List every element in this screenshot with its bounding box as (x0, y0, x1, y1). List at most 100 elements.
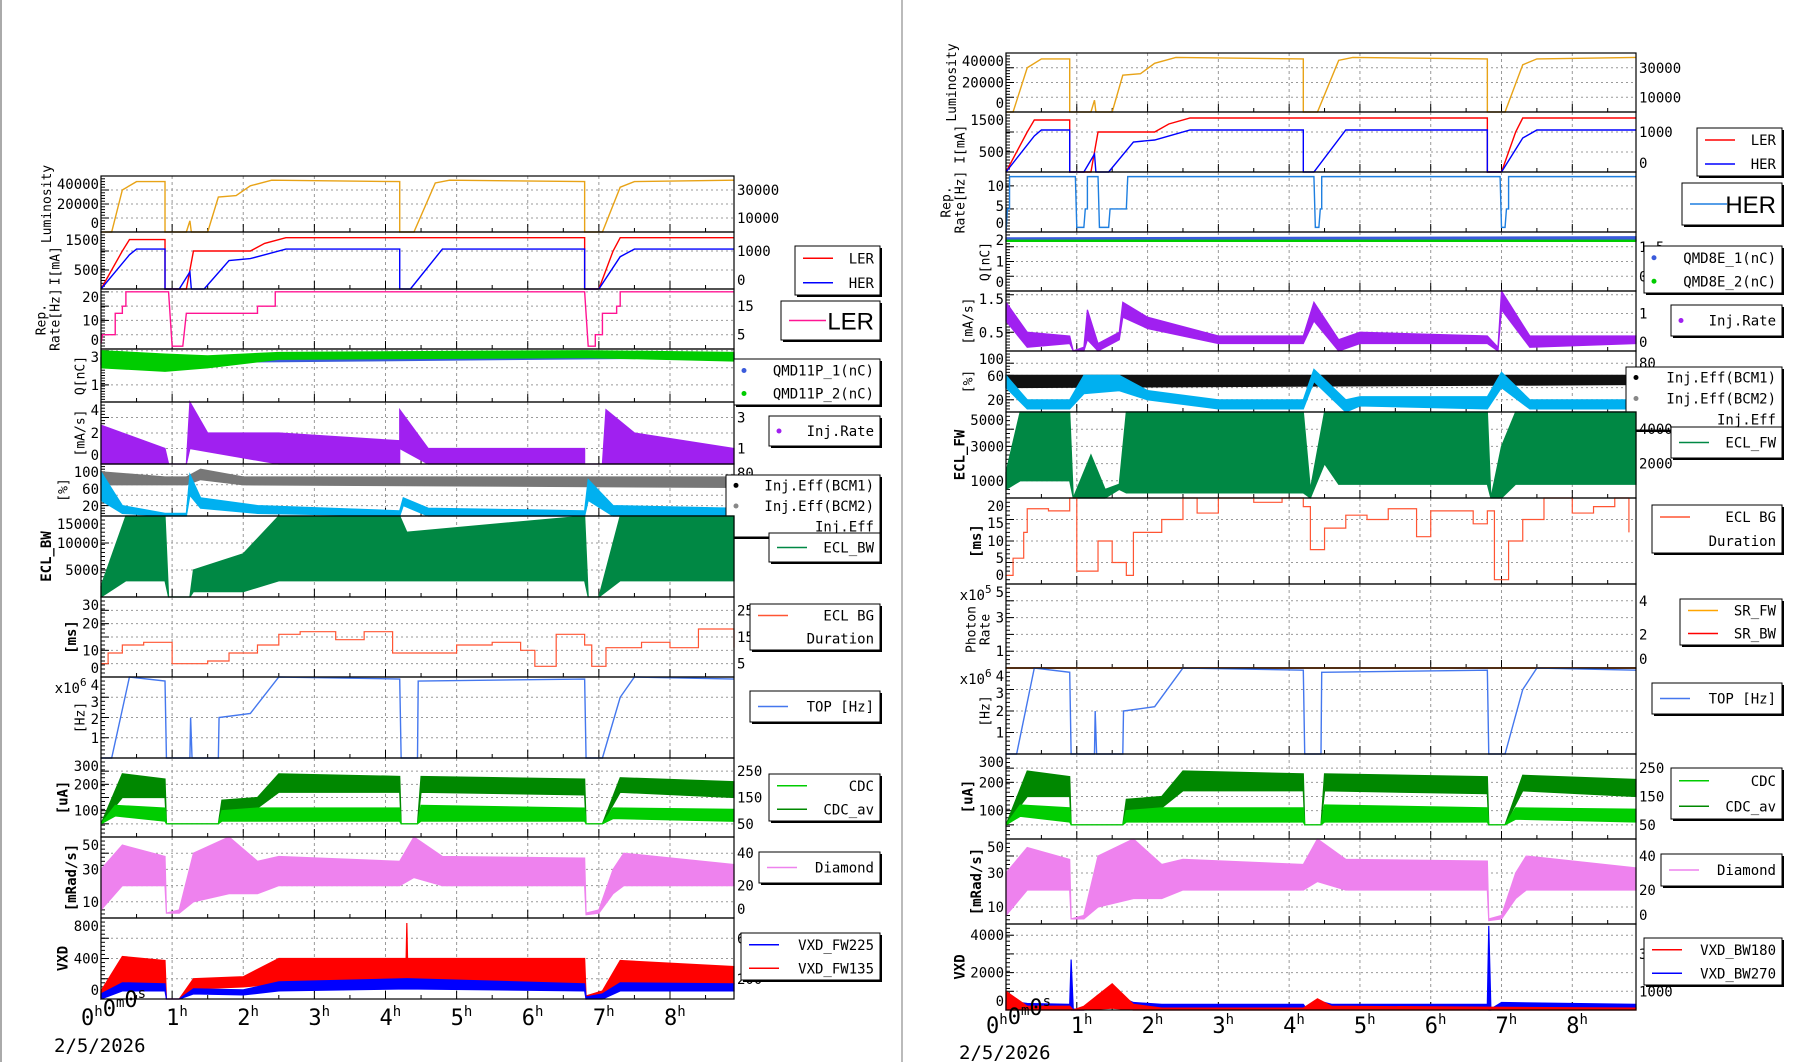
legend-dot-marker (1651, 278, 1657, 284)
y-tick-label: 3 (91, 695, 99, 711)
y-tick-label: 30 (987, 866, 1004, 882)
y-axis-label-line: [uA] (961, 780, 977, 814)
legend-label: Diamond (815, 861, 874, 877)
legend-box (749, 603, 881, 651)
panel: 21.510.50Q[nC]QMD8E_1(nC)QMD8E_2(nC) (979, 231, 1784, 295)
legend: HER (1681, 182, 1784, 227)
y-axis-label-line: [mRad/s] (969, 848, 985, 915)
date-label: 2/5/2026 (54, 1035, 146, 1057)
y-tick-label: 30 (82, 862, 99, 878)
y-axis-label-line: [uA] (56, 781, 72, 815)
y-tick-label: 200 (74, 777, 99, 793)
y-tick-label: 500 (979, 145, 1004, 161)
y-axis-label-line: [Hz] (74, 702, 89, 733)
legend-label: LER (827, 309, 874, 336)
y-axis-label: [Hz] (979, 695, 994, 726)
time-unit: s (1043, 994, 1051, 1010)
legend-label: CDC_av (1725, 799, 1776, 815)
y-axis-label-line: [ms] (969, 524, 985, 558)
y-tick-label: 20000 (962, 76, 1004, 92)
legend-label: QMD8E_1(nC) (1683, 251, 1776, 267)
y-axis-label-line: Q[nC] (74, 356, 89, 395)
y-tick-label: 0 (1639, 335, 1647, 351)
panel: 1.5 1 0.5 0 [mA/s] Inj.Rate (962, 289, 1784, 353)
y-tick-label: 20 (82, 499, 99, 515)
legend-box (740, 932, 881, 981)
x-tick-label: 1h (166, 1004, 188, 1031)
y-tick-label: 20 (987, 393, 1004, 409)
y-tick-label: 0.5 (979, 325, 1004, 341)
legend-label: CDC (849, 779, 874, 795)
legend-label: CDC (1751, 774, 1776, 790)
time-value: 7 (1496, 1014, 1509, 1039)
x-tick-label: 6h (522, 1004, 544, 1031)
legend-label: HER (1725, 192, 1776, 219)
panel: 20 15 10 5 0 Rep.Rate[Hz] LER (34, 288, 882, 351)
time-value: 0 (986, 1014, 999, 1039)
y-axis-label-line: [mRad/s] (64, 844, 80, 911)
legend: ECL_FW (1670, 426, 1784, 460)
legend-box (1670, 767, 1783, 820)
y-tick-label: 100 (979, 352, 1004, 368)
y-axis-label-line: [mA/s] (962, 298, 977, 345)
series-ler-line (1005, 117, 1636, 173)
series-her-line (1005, 129, 1636, 173)
y-tick-label: 3 (996, 611, 1004, 627)
x-tick-label: 3h (1212, 1012, 1234, 1039)
y-tick-label: 0 (996, 96, 1004, 112)
time-value: 2 (237, 1006, 250, 1031)
legend-box (1670, 304, 1783, 337)
y-axis-label-line: [ms] (64, 620, 80, 654)
x-tick-label: 0h0m0s (81, 986, 146, 1031)
y-tick-label: 5 (996, 585, 1004, 601)
y-axis-label: [mRad/s] (969, 848, 985, 915)
y-tick-label: 5 (737, 328, 745, 344)
panel: 300 250 200 150 100 50 [uA] CDC CDC_av (56, 757, 882, 838)
y-axis-label-line: Luminosity (40, 165, 55, 243)
series-top-hz--line (101, 676, 735, 759)
legend-label: TOP [Hz] (1709, 692, 1776, 708)
series-qmd8e-2-nc--band (1005, 239, 1637, 243)
y-axis-label-line: Luminosity (945, 43, 960, 121)
y-axis-label: [uA] (56, 781, 72, 815)
y-axis-label-line: Photon (965, 606, 980, 653)
legend-box (1643, 937, 1783, 986)
y-tick-label: 300 (74, 759, 99, 775)
time-value: 4 (379, 1006, 392, 1031)
y-tick-label: 0 (737, 273, 745, 289)
legend: QMD11P_1(nC) QMD11P_2(nC) (733, 358, 882, 407)
legend-label: Inj.Eff (1717, 413, 1776, 429)
legend-dot-marker (1678, 318, 1684, 323)
y-axis-label: I[mA] (953, 125, 968, 164)
y-axis-label: Q[nC] (979, 242, 994, 281)
y-tick-label: 100 (74, 804, 99, 820)
legend: ECL BG Duration (1651, 504, 1784, 555)
legend: TOP [Hz] (1651, 682, 1784, 716)
y-tick-label: 2 (1639, 627, 1647, 643)
y-tick-label: 30 (82, 598, 99, 614)
time-value: 1 (166, 1006, 179, 1031)
y-axis-label: Luminosity (945, 43, 960, 121)
legend-label: LER (1751, 133, 1777, 149)
y-tick-label: 50 (1639, 818, 1656, 834)
time-unit: h (1296, 1012, 1304, 1028)
x-tick-label: 8h (664, 1004, 686, 1031)
y-tick-label: 5000 (65, 563, 99, 579)
axis-multiplier: x106 (55, 676, 87, 697)
series-cdc-band (1005, 804, 1637, 826)
legend-box (794, 245, 881, 296)
series-ler-line (100, 236, 734, 290)
legend: Inj.Eff(BCM1) Inj.Eff(BCM2) Inj.Eff (725, 474, 882, 539)
y-tick-label: 10 (82, 313, 99, 329)
panel: 50 40 30 20 10 0 [mRad/s] Diamond (969, 838, 1784, 925)
time-unit: s (138, 986, 146, 1002)
y-axis-label-line: VXD (56, 946, 72, 971)
legend-label: TOP [Hz] (807, 700, 874, 716)
legend-box (733, 358, 881, 406)
x-tick-label: 1h (1071, 1012, 1093, 1039)
legend-label: VXD_FW225 (798, 938, 874, 954)
